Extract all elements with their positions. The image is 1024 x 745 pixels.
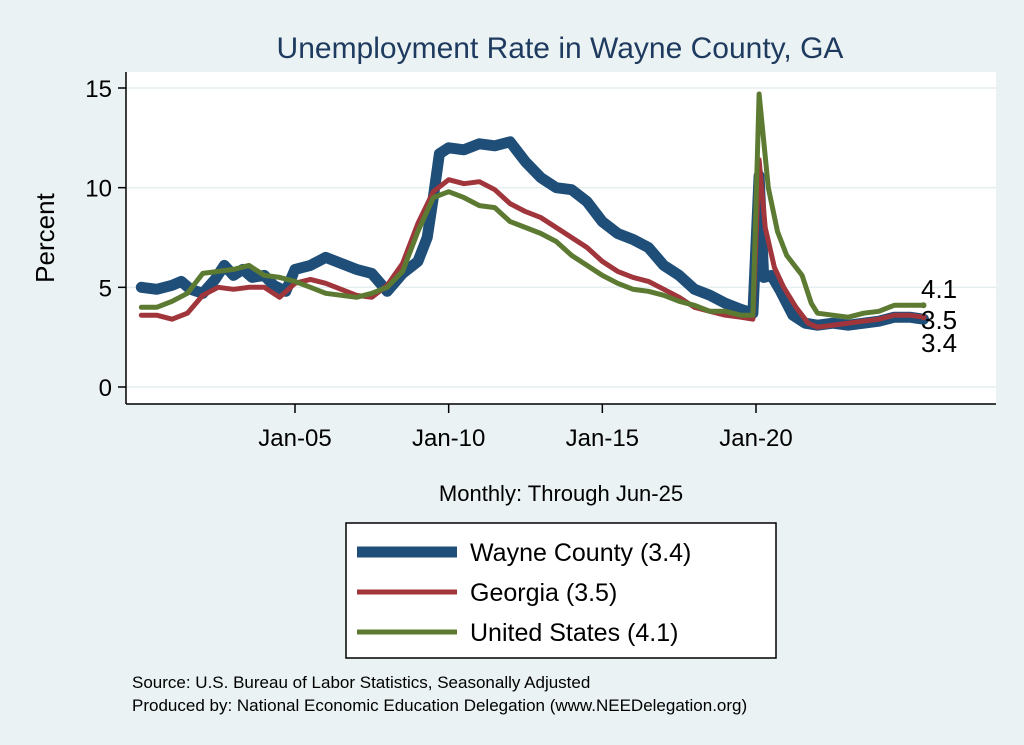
legend: Wayne County (3.4) Georgia (3.5) United St… xyxy=(345,522,777,659)
series-line-wayne-county xyxy=(135,136,929,331)
series-line-georgia xyxy=(138,157,926,330)
y-tick-label: 0 xyxy=(99,375,112,402)
y-tick-label: 5 xyxy=(99,275,112,302)
series-end-marker xyxy=(920,314,927,321)
series-end-marker xyxy=(920,302,927,309)
end-label-united-states: 4.1 xyxy=(921,274,957,304)
plot-area xyxy=(126,72,996,404)
legend-label: Georgia (3.5) xyxy=(470,579,617,607)
chart-title: Unemployment Rate in Wayne County, GA xyxy=(277,32,844,65)
y-tick-label: 15 xyxy=(85,76,112,103)
x-tick-label: Jan-10 xyxy=(412,425,485,452)
source-note: Source: U.S. Bureau of Labor Statistics,… xyxy=(132,673,590,692)
legend-label: United States (4.1) xyxy=(470,619,678,647)
end-label-georgia: 3.5 xyxy=(921,305,957,335)
axes: 0 5 10 15 Jan-05 Jan-10 Jan-15 Jan-20 xyxy=(85,72,996,452)
x-tick-label: Jan-15 xyxy=(566,425,639,452)
series-lines xyxy=(135,91,929,331)
end-labels: 3.43.54.1 xyxy=(920,274,957,358)
end-label-wayne-county: 3.4 xyxy=(921,328,957,358)
y-axis-label: Percent xyxy=(30,192,60,282)
x-tick-label: Jan-05 xyxy=(258,425,331,452)
x-tick-label: Jan-20 xyxy=(719,425,792,452)
y-tick-label: 10 xyxy=(85,176,112,203)
producer-note: Produced by: National Economic Education… xyxy=(132,696,747,715)
legend-label: Wayne County (3.4) xyxy=(470,539,691,567)
x-axis-note: Monthly: Through Jun-25 xyxy=(439,481,683,506)
series-line-united-states xyxy=(138,91,926,320)
